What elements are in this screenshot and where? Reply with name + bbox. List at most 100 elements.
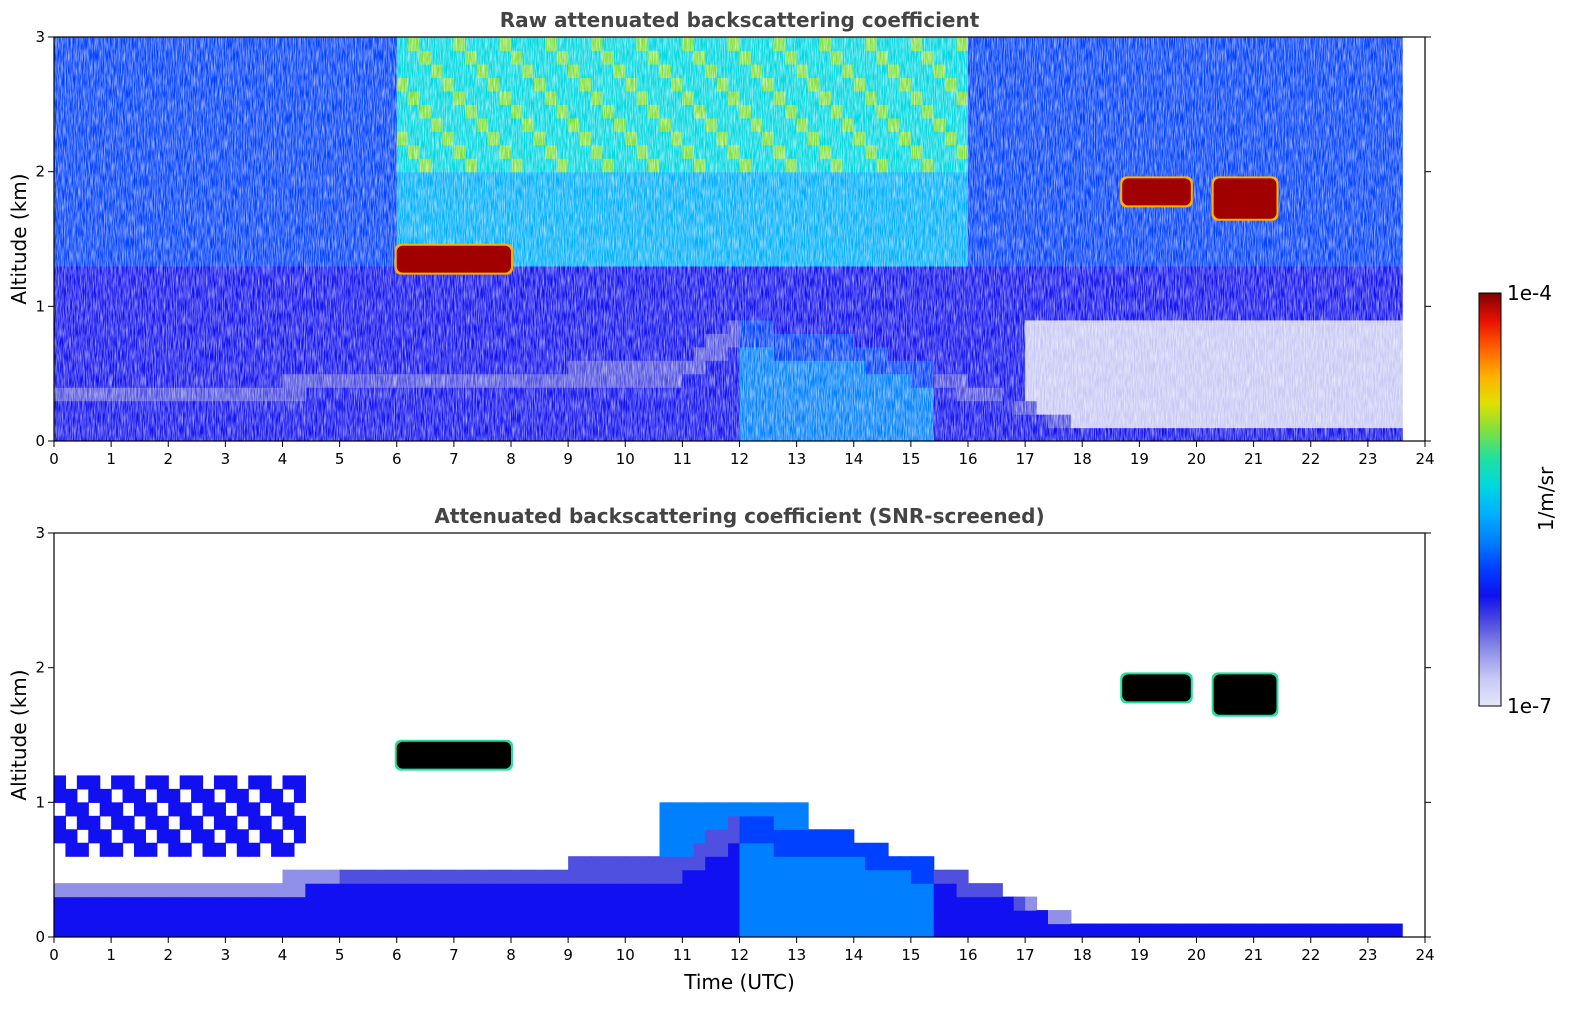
heatmap-cell [385, 923, 398, 937]
x-tick-label: 15 [901, 946, 920, 964]
heatmap-cell [511, 910, 524, 925]
heatmap-cell [213, 802, 226, 817]
heatmap-cell [785, 923, 798, 937]
heatmap-cell [145, 910, 158, 925]
heatmap-cell [156, 815, 169, 830]
heatmap-cell [910, 869, 923, 884]
heatmap-cell [659, 896, 672, 911]
colorbar-bar [1478, 292, 1502, 707]
heatmap-cell [659, 815, 672, 830]
heatmap-cell [156, 788, 169, 803]
heatmap-cell [876, 923, 889, 937]
heatmap-cell [682, 829, 695, 844]
heatmap-cell [716, 896, 729, 911]
heatmap-cell [979, 923, 992, 937]
heatmap-cell [1356, 923, 1369, 937]
heatmap-cell [933, 910, 946, 925]
heatmap-cell [648, 883, 661, 898]
heatmap-cell [830, 896, 843, 911]
heatmap-cell [590, 883, 604, 898]
heatmap-cell [933, 923, 946, 937]
heatmap-cell [453, 923, 466, 937]
heatmap-cell [773, 842, 786, 857]
x-tick-label: 4 [278, 450, 288, 468]
heatmap-cell [545, 923, 558, 937]
heatmap-cell [762, 923, 775, 937]
heatmap-cell [168, 829, 181, 844]
heatmap-cell [682, 910, 695, 925]
heatmap-cell [819, 883, 832, 898]
heatmap-cell [271, 788, 284, 803]
x-tick-label: 19 [1130, 450, 1149, 468]
heatmap-cell [716, 856, 729, 871]
x-tick-label: 0 [49, 946, 59, 964]
x-tick-label: 21 [1244, 450, 1263, 468]
heatmap-cell [271, 910, 284, 925]
heatmap-cell [979, 896, 992, 911]
heatmap-cell [796, 910, 809, 925]
heatmap-cell [1230, 923, 1243, 937]
y-tick-label: 0 [35, 432, 45, 450]
heatmap-cell [1013, 896, 1026, 911]
heatmap-cell [728, 842, 741, 857]
heatmap-cell [213, 775, 226, 790]
heatmap-cell [933, 896, 946, 911]
heatmap-cell [465, 896, 478, 911]
heatmap-cell [865, 923, 878, 937]
heatmap-cell [76, 842, 89, 857]
heatmap-cell [225, 883, 238, 898]
heatmap-cell [968, 910, 981, 925]
heatmap-cell [339, 923, 352, 937]
heatmap-cell [819, 896, 832, 911]
heatmap-cell [899, 856, 912, 871]
heatmap-cell [362, 923, 375, 937]
heatmap-cell [408, 910, 421, 925]
heatmap-cell [819, 829, 832, 844]
heatmap-cell [99, 883, 112, 898]
heatmap-cell [876, 869, 889, 884]
x-tick-label: 24 [1415, 450, 1434, 468]
heatmap-cell [682, 815, 695, 830]
heatmap-cell [88, 896, 101, 911]
heatmap-cell [282, 842, 295, 857]
heatmap-cell [248, 815, 261, 830]
heatmap-cell [1287, 923, 1300, 937]
heatmap-cell [465, 869, 478, 884]
heatmap-cell [488, 883, 501, 898]
x-tick-label: 2 [163, 946, 173, 964]
heatmap-cell [442, 869, 455, 884]
heatmap-cell [385, 896, 398, 911]
heatmap-cell [293, 815, 306, 830]
heatmap-cell [191, 883, 204, 898]
heatmap-cell [728, 815, 741, 830]
heatmap-cell [1207, 923, 1220, 937]
x-tick-label: 6 [392, 450, 402, 468]
heatmap-cell [271, 923, 284, 937]
heatmap-cell [750, 883, 763, 898]
heatmap-cell [88, 829, 101, 844]
heatmap-cell [133, 923, 146, 937]
heatmap-cell [682, 802, 695, 817]
heatmap-cell [1082, 923, 1095, 937]
heatmap-cell [853, 856, 866, 871]
heatmap-cell [1345, 923, 1358, 937]
x-tick-label: 16 [958, 450, 977, 468]
heatmap-cell [293, 896, 306, 911]
heatmap-cell [613, 923, 626, 937]
heatmap-cell [808, 829, 821, 844]
heatmap-cell [796, 923, 809, 937]
heatmap-cell [693, 856, 706, 871]
heatmap-cell [88, 910, 101, 925]
heatmap-cell [248, 896, 261, 911]
heatmap-cell [225, 775, 238, 790]
x-tick-label: 8 [506, 946, 516, 964]
heatmap-cell [76, 815, 89, 830]
heatmap-cell [1253, 923, 1266, 937]
heatmap-cell [476, 869, 489, 884]
heatmap-cell [522, 883, 535, 898]
heatmap-cell [488, 869, 501, 884]
heatmap-cell [899, 923, 912, 937]
heatmap-cell [1390, 923, 1403, 937]
heatmap-cell [499, 910, 512, 925]
heatmap-cell [76, 896, 89, 911]
